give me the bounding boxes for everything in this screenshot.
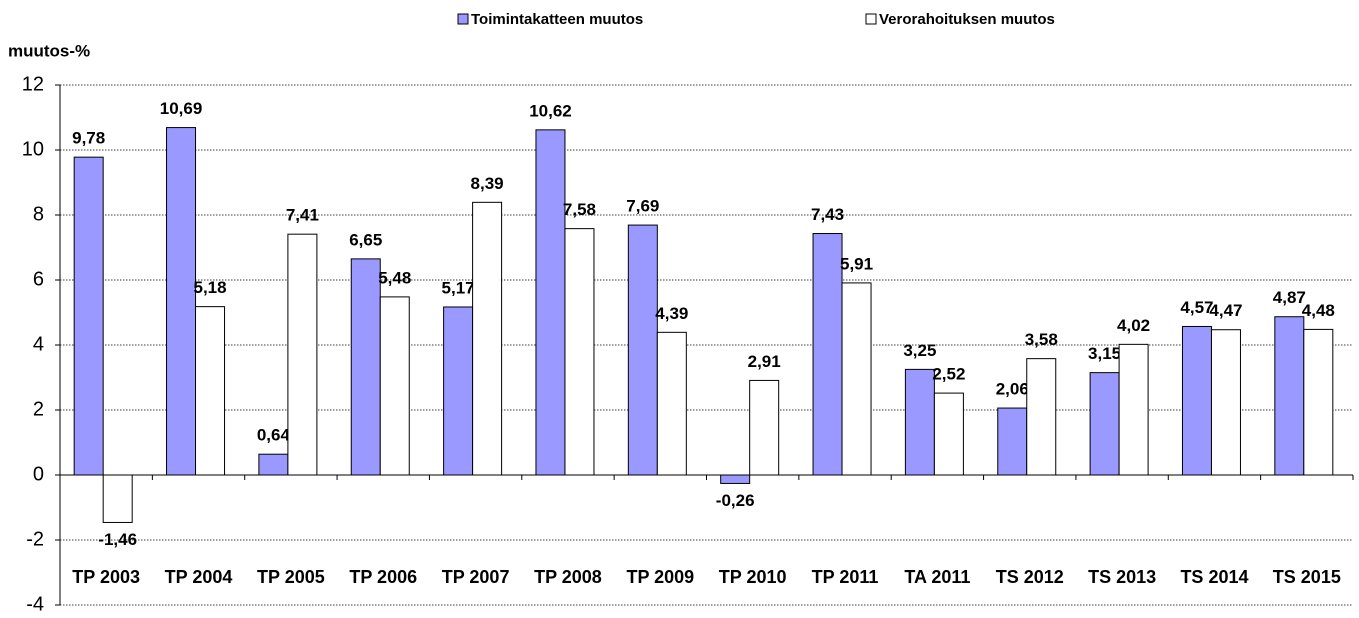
bar	[535, 129, 566, 476]
y-tick-label: 8	[33, 203, 44, 225]
x-tick-label: TP 2003	[72, 567, 140, 587]
y-tick-label: -4	[26, 593, 44, 613]
data-label: 5,17	[442, 278, 475, 297]
bar	[350, 258, 381, 476]
data-label: -0,26	[716, 491, 755, 510]
bar	[627, 224, 658, 476]
x-tick-label: TP 2005	[257, 567, 325, 587]
bar	[720, 474, 751, 484]
bar	[997, 407, 1028, 476]
data-label: 2,91	[748, 352, 781, 371]
bar	[102, 474, 133, 523]
data-label: 8,39	[471, 174, 504, 193]
bar	[1274, 316, 1305, 476]
x-tick-label: TP 2004	[165, 567, 233, 587]
x-tick-label: TP 2006	[349, 567, 417, 587]
bar	[812, 233, 843, 476]
y-tick-label: 2	[33, 398, 44, 420]
data-label: 9,78	[72, 129, 105, 148]
bar	[73, 156, 104, 476]
x-tick-label: TP 2007	[442, 567, 510, 587]
bar	[656, 331, 687, 476]
data-label: 2,52	[932, 365, 965, 384]
data-label: 5,91	[840, 254, 873, 273]
x-tick-label: TP 2008	[534, 567, 602, 587]
bar	[472, 201, 503, 476]
bar	[1303, 328, 1334, 476]
data-label: 4,47	[1209, 301, 1242, 320]
x-tick-label: TP 2009	[626, 567, 694, 587]
data-label: 10,69	[160, 99, 203, 118]
y-tick-label: -2	[26, 528, 44, 550]
data-label: 4,39	[655, 304, 688, 323]
y-axis-title: muutos-%	[8, 41, 90, 60]
data-label: 4,48	[1302, 301, 1335, 320]
data-label: 4,87	[1273, 288, 1306, 307]
x-tick-label: TS 2014	[1180, 567, 1248, 587]
data-label: 3,25	[903, 341, 936, 360]
bar	[1089, 372, 1120, 476]
bar	[1210, 329, 1241, 476]
bar	[933, 392, 964, 476]
data-label: 5,48	[378, 268, 411, 287]
y-tick-label: 4	[33, 333, 44, 355]
x-tick-label: TP 2010	[719, 567, 787, 587]
bar	[749, 379, 780, 476]
x-tick-label: TP 2011	[812, 567, 879, 587]
data-label: -1,46	[98, 530, 137, 549]
data-label: 7,69	[626, 197, 659, 216]
bar	[287, 233, 318, 476]
legend-label: Verorahoituksen muutos	[879, 11, 1055, 28]
bar	[379, 296, 410, 476]
bar	[166, 127, 197, 476]
bar	[904, 368, 935, 476]
bar	[1026, 358, 1057, 476]
data-label: 3,58	[1025, 330, 1058, 349]
data-label: 5,18	[193, 278, 226, 297]
legend-label: Toimintakatteen muutos	[471, 11, 643, 28]
x-tick-label: TA 2011	[904, 567, 970, 587]
legend-swatch	[865, 13, 877, 25]
bar	[1181, 325, 1212, 476]
data-label: 7,58	[563, 200, 596, 219]
y-tick-label: 12	[22, 73, 44, 95]
data-label: 0,64	[257, 426, 291, 445]
bar	[841, 282, 872, 476]
x-tick-label: TS 2012	[996, 567, 1064, 587]
data-label: 7,41	[286, 206, 319, 225]
data-label: 3,15	[1088, 344, 1121, 363]
data-label: 6,65	[349, 230, 382, 249]
bar	[1118, 343, 1149, 476]
bar	[195, 306, 226, 476]
data-label: 2,06	[996, 380, 1029, 399]
y-tick-label: 6	[33, 268, 44, 290]
y-tick-label: 0	[33, 463, 44, 485]
bar	[258, 453, 289, 476]
legend-swatch	[457, 13, 469, 25]
data-label: 7,43	[811, 205, 844, 224]
data-label: 4,02	[1117, 316, 1150, 335]
data-label: 4,57	[1180, 298, 1213, 317]
y-tick-label: 10	[22, 138, 44, 160]
x-tick-label: TS 2013	[1088, 567, 1156, 587]
data-label: 10,62	[529, 101, 572, 120]
x-tick-label: TS 2015	[1273, 567, 1341, 587]
bar	[564, 228, 595, 476]
bar	[443, 306, 474, 476]
